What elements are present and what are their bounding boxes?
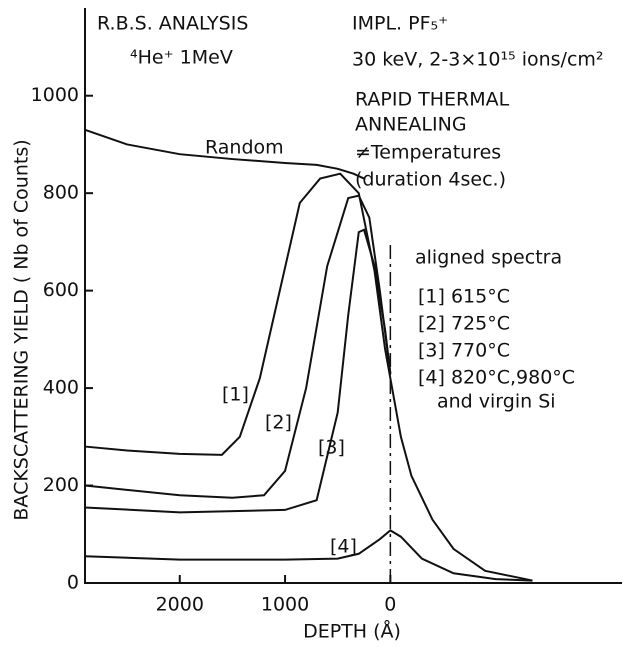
annotation: (duration 4sec.) [355, 169, 506, 191]
y-tick-label: 800 [43, 182, 79, 204]
curve-label: [2] [265, 412, 292, 434]
y-tick-label: 200 [43, 474, 79, 496]
y-tick-label: 600 [43, 279, 79, 301]
x-tick-label: 2000 [156, 594, 204, 616]
annotation: 30 keV, 2-3×10¹⁵ ions/cm² [352, 49, 604, 71]
curve-label: [3] [318, 437, 345, 459]
annotation: [2] 725°C [418, 313, 510, 335]
annotation: [1] 615°C [418, 286, 510, 308]
annotation: R.B.S. ANALYSIS [97, 13, 248, 35]
annotation: ANNEALING [355, 114, 467, 136]
annotation: RAPID THERMAL [355, 89, 510, 111]
curve [84, 194, 392, 499]
annotation: IMPL. PF₅⁺ [352, 13, 448, 35]
y-axis-label: BACKSCATTERING YIELD ( Nb of Counts) [11, 139, 33, 520]
curve-label: [1] [222, 384, 249, 406]
x-tick-label: 1000 [261, 594, 309, 616]
y-tick-label: 0 [67, 572, 79, 594]
x-tick-label: 0 [384, 594, 396, 616]
curve [84, 172, 533, 582]
annotation: [4] 820°C,980°C [418, 367, 575, 389]
curve-label: Random [205, 137, 284, 159]
curve-label: [4] [330, 536, 357, 558]
y-tick-label: 1000 [31, 84, 79, 106]
curve [84, 529, 533, 582]
curve [84, 228, 392, 514]
annotation: ⁴He⁺ 1MeV [130, 47, 233, 69]
annotation: aligned spectra [415, 247, 562, 269]
x-axis-label: DEPTH (Å) [303, 620, 401, 643]
curve [84, 128, 365, 180]
annotation: ≠Temperatures [355, 142, 501, 164]
annotation: [3] 770°C [418, 340, 510, 362]
y-tick-label: 400 [43, 377, 79, 399]
annotation: and virgin Si [437, 391, 556, 413]
